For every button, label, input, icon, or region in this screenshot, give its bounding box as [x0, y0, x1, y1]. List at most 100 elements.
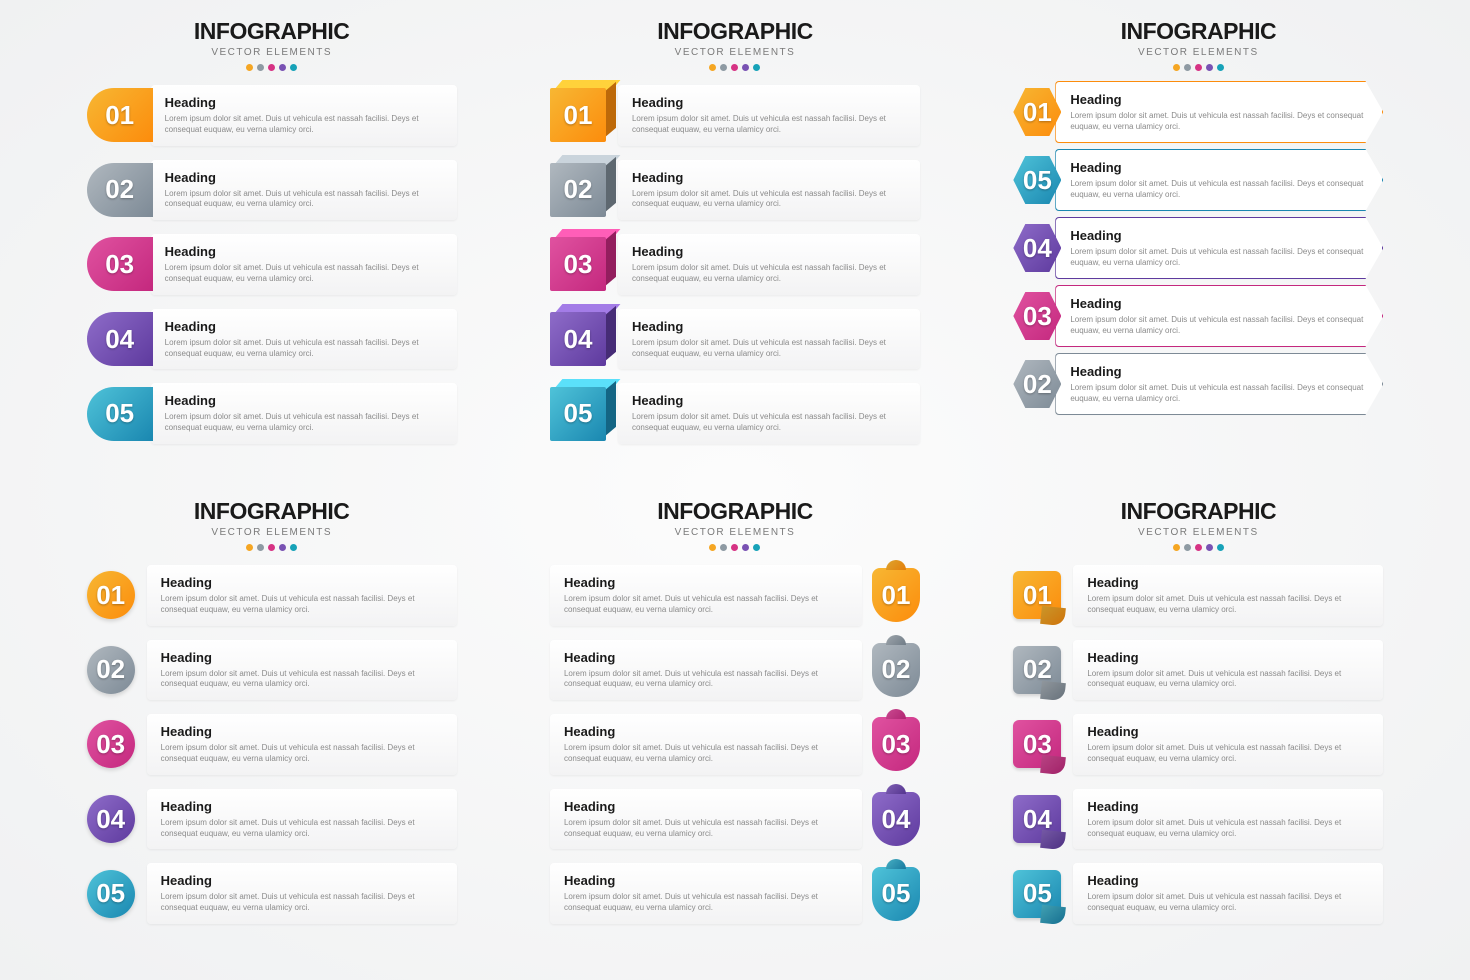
list-item: 04HeadingLorem ipsum dolor sit amet. Dui… [87, 309, 457, 370]
step-heading: Heading [165, 244, 443, 259]
list-item: 04HeadingLorem ipsum dolor sit amet. Dui… [87, 789, 457, 850]
step-card: HeadingLorem ipsum dolor sit amet. Duis … [550, 640, 862, 701]
infographic-unit-5: INFOGRAPHICVECTOR ELEMENTSHeadingLorem i… [503, 490, 966, 970]
step-heading: Heading [632, 95, 906, 110]
step-body: Lorem ipsum dolor sit amet. Duis ut vehi… [632, 263, 906, 285]
step-heading: Heading [1087, 799, 1369, 814]
step-body: Lorem ipsum dolor sit amet. Duis ut vehi… [161, 594, 443, 616]
unit-title: INFOGRAPHIC [194, 498, 350, 525]
list-item: HeadingLorem ipsum dolor sit amet. Duis … [550, 640, 920, 701]
step-body: Lorem ipsum dolor sit amet. Duis ut vehi… [564, 892, 848, 914]
list-item: 02HeadingLorem ipsum dolor sit amet. Dui… [1013, 640, 1383, 701]
step-number-badge: 04 [550, 312, 606, 366]
unit-subtitle: VECTOR ELEMENTS [211, 47, 332, 58]
step-list: 01HeadingLorem ipsum dolor sit amet. Dui… [550, 85, 920, 444]
step-heading: Heading [165, 393, 443, 408]
unit-subtitle: VECTOR ELEMENTS [675, 527, 796, 538]
step-heading: Heading [1070, 228, 1368, 243]
list-item: 05HeadingLorem ipsum dolor sit amet. Dui… [1013, 153, 1383, 207]
step-card: HeadingLorem ipsum dolor sit amet. Duis … [147, 863, 457, 924]
unit-subtitle: VECTOR ELEMENTS [675, 47, 796, 58]
step-number-badge: 01 [87, 571, 135, 619]
list-item: 01 Heading Lorem ipsum dolor sit amet. Dui… [1013, 85, 1383, 139]
step-card: Heading Lorem ipsum dolor sit amet. Duis … [618, 309, 920, 370]
step-number-badge: 03 [550, 237, 606, 291]
step-number-badge: 05 [1013, 156, 1061, 204]
step-number-badge: 05 [550, 387, 606, 441]
list-item: 04 Heading Lorem ipsum dolor sit amet. Dui… [1013, 221, 1383, 275]
step-heading: Heading [1070, 92, 1368, 107]
step-heading: Heading [1070, 364, 1368, 379]
list-item: 02HeadingLorem ipsum dolor sit amet. Dui… [87, 160, 457, 221]
step-body: Lorem ipsum dolor sit amet. Duis ut vehi… [161, 743, 443, 765]
step-number-badge: 03 [1013, 720, 1061, 768]
step-card: HeadingLorem ipsum dolor sit amet. Duis … [1055, 285, 1383, 348]
decorative-dots [1173, 544, 1224, 551]
list-item: 04HeadingLorem ipsum dolor sit amet. Dui… [1013, 789, 1383, 850]
step-number-badge: 01 [872, 568, 920, 622]
list-item: 01HeadingLorem ipsum dolor sit amet. Dui… [87, 85, 457, 146]
step-heading: Heading [1087, 873, 1369, 888]
step-card: Heading Lorem ipsum dolor sit amet. Duis … [618, 160, 920, 221]
step-heading: Heading [1087, 575, 1369, 590]
step-number-badge: 02 [1013, 646, 1061, 694]
step-body: Lorem ipsum dolor sit amet. Duis ut vehi… [564, 594, 848, 616]
list-item: 05HeadingLorem ipsum dolor sit amet. Dui… [550, 383, 920, 444]
step-number-badge: 04 [87, 312, 153, 366]
step-body: Lorem ipsum dolor sit amet. Duis ut vehi… [1070, 383, 1368, 405]
step-card: HeadingLorem ipsum dolor sit amet. Duis … [618, 383, 920, 444]
step-card: HeadingLorem ipsum dolor sit amet. Duis … [147, 565, 457, 626]
step-body: Lorem ipsum dolor sit amet. Duis ut vehi… [1087, 892, 1369, 914]
step-body: Lorem ipsum dolor sit amet. Duis ut vehi… [1087, 818, 1369, 840]
step-card: HeadingLorem ipsum dolor sit amet. Duis … [550, 714, 862, 775]
unit-subtitle: VECTOR ELEMENTS [1138, 527, 1259, 538]
infographic-unit-4: INFOGRAPHICVECTOR ELEMENTS01HeadingLorem… [40, 490, 503, 970]
step-body: Lorem ipsum dolor sit amet. Duis ut vehi… [165, 114, 443, 136]
infographic-unit-1: INFOGRAPHICVECTOR ELEMENTS01HeadingLorem… [40, 10, 503, 490]
unit-title: INFOGRAPHIC [1121, 18, 1277, 45]
step-body: Lorem ipsum dolor sit amet. Duis ut vehi… [564, 743, 848, 765]
step-body: Lorem ipsum dolor sit amet. Duis ut vehi… [1070, 247, 1368, 269]
list-item: 02HeadingLorem ipsum dolor sit amet. Dui… [550, 160, 920, 221]
step-number-badge: 04 [1013, 224, 1061, 272]
step-body: Lorem ipsum dolor sit amet. Duis ut vehi… [165, 189, 443, 211]
step-heading: Heading [632, 393, 906, 408]
step-list: HeadingLorem ipsum dolor sit amet. Duis … [550, 565, 920, 924]
step-card: HeadingLorem ipsum dolor sit amet. Duis … [147, 640, 457, 701]
list-item: 04 Heading Lorem ipsum dolor sit amet. Dui… [550, 309, 920, 370]
step-card: Heading Lorem ipsum dolor sit amet. Duis … [1073, 565, 1383, 626]
step-number-badge: 05 [872, 867, 920, 921]
step-body: Lorem ipsum dolor sit amet. Duis ut vehi… [1087, 594, 1369, 616]
step-number-badge: 02 [1013, 360, 1061, 408]
step-card: HeadingLorem ipsum dolor sit amet. Duis … [1073, 714, 1383, 775]
decorative-dots [709, 544, 760, 551]
step-list: 01HeadingLorem ipsum dolor sit amet. Dui… [87, 565, 457, 924]
step-body: Lorem ipsum dolor sit amet. Duis ut vehi… [632, 189, 906, 211]
list-item: 03HeadingLorem ipsum dolor sit amet. Dui… [550, 234, 920, 295]
infographic-unit-2: INFOGRAPHICVECTOR ELEMENTS01HeadingLorem… [503, 10, 966, 490]
step-heading: Heading [165, 170, 443, 185]
step-card: HeadingLorem ipsum dolor sit amet. Duis … [147, 789, 457, 850]
step-heading: Heading [632, 170, 906, 185]
list-item: 05HeadingLorem ipsum dolor sit amet. Dui… [87, 383, 457, 444]
step-body: Lorem ipsum dolor sit amet. Duis ut vehi… [632, 338, 906, 360]
step-card: HeadingLorem ipsum dolor sit amet. Duis … [550, 863, 862, 924]
list-item: 03HeadingLorem ipsum dolor sit amet. Dui… [87, 714, 457, 775]
step-heading: Heading [1087, 650, 1369, 665]
step-number-badge: 02 [872, 643, 920, 697]
list-item: 05HeadingLorem ipsum dolor sit amet. Dui… [1013, 863, 1383, 924]
step-card: HeadingLorem ipsum dolor sit amet. Duis … [151, 383, 457, 444]
infographic-unit-6: INFOGRAPHICVECTOR ELEMENTS01HeadingLorem… [967, 490, 1430, 970]
step-body: Lorem ipsum dolor sit amet. Duis ut vehi… [564, 818, 848, 840]
step-heading: Heading [161, 650, 443, 665]
step-heading: Heading [632, 319, 906, 334]
step-card: HeadingLorem ipsum dolor sit amet. Duis … [550, 565, 862, 626]
step-heading: Heading [165, 319, 443, 334]
list-item: 02HeadingLorem ipsum dolor sit amet. Dui… [87, 640, 457, 701]
list-item: HeadingLorem ipsum dolor sit amet. Duis … [550, 714, 920, 775]
step-number-badge: 01 [1013, 88, 1061, 136]
decorative-dots [1173, 64, 1224, 71]
step-list: 01HeadingLorem ipsum dolor sit amet. Dui… [1013, 565, 1383, 924]
step-heading: Heading [165, 95, 443, 110]
step-body: Lorem ipsum dolor sit amet. Duis ut vehi… [1070, 111, 1368, 133]
